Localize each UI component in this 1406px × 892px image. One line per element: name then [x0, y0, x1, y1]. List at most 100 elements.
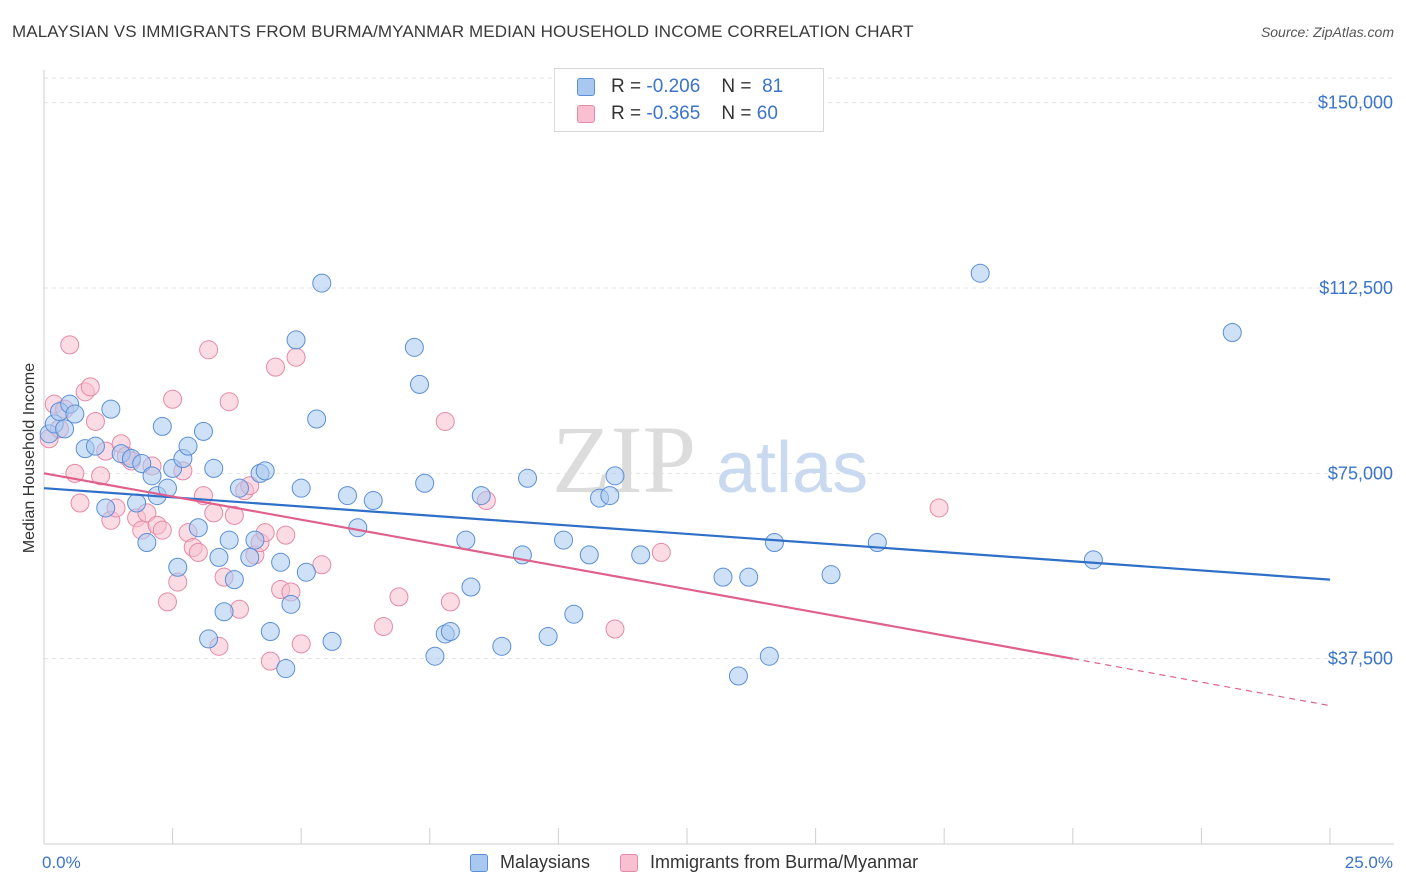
watermark-atlas: atlas [716, 428, 868, 508]
correlation-legend: R = -0.206 N = 81 R = -0.365 N = 60 [554, 68, 824, 132]
legend-swatch-burma [620, 853, 639, 872]
burma-point [929, 498, 949, 518]
malaysians-point [219, 530, 239, 550]
malaysians-point [168, 557, 188, 577]
legend-swatch-burma [577, 105, 595, 123]
malaysians-point [440, 621, 460, 641]
malaysians-point [296, 562, 316, 582]
malaysians-point [471, 486, 491, 506]
burma-point [260, 651, 280, 671]
burma-point [440, 592, 460, 612]
burma-point [163, 389, 183, 409]
legend-r-value: -0.365 [646, 103, 701, 124]
malaysians-point [600, 486, 620, 506]
malaysians-point [579, 545, 599, 565]
malaysians-point [312, 273, 332, 293]
legend-r-label: R = [611, 103, 642, 124]
burma-point [374, 617, 394, 637]
malaysians-point [245, 530, 265, 550]
burma-point [435, 411, 455, 431]
trend-lines [43, 472, 1331, 707]
legend-item-malaysians: Malaysians [470, 852, 590, 873]
burma-point [85, 411, 105, 431]
burma-point [204, 503, 224, 523]
malaysians-point [204, 458, 224, 478]
legend-n-label: N = [721, 76, 752, 97]
burma-point [265, 357, 285, 377]
burma-point [219, 392, 239, 412]
malaysians-point [363, 491, 383, 511]
malaysians-point [271, 552, 291, 572]
burma-point [188, 542, 208, 562]
burma-point [224, 505, 244, 525]
malaysians-point [764, 533, 784, 553]
burma-point [651, 542, 671, 562]
burma-point [605, 619, 625, 639]
y-tick-label: $112,500 [1319, 278, 1393, 298]
malaysians-point [85, 436, 105, 456]
malaysians-point [260, 621, 280, 641]
y-tick-labels: $37,500 $75,000 $112,500 $150,000 [1318, 93, 1393, 669]
malaysians-point [1083, 550, 1103, 570]
malaysians-point [65, 404, 85, 424]
axes [43, 70, 1394, 845]
legend-label-burma: Immigrants from Burma/Myanmar [650, 852, 919, 872]
malaysians-trend-line [43, 487, 1331, 581]
burma-trend-line-extension [1072, 658, 1331, 707]
malaysians-point [193, 421, 213, 441]
malaysians-point [291, 478, 311, 498]
y-tick-label: $37,500 [1328, 649, 1393, 669]
malaysians-point [713, 567, 733, 587]
malaysians-point [456, 530, 476, 550]
burma-point [276, 525, 296, 545]
legend-label-malaysians: Malaysians [500, 852, 591, 872]
series-legend: Malaysians Immigrants from Burma/Myanmar [470, 852, 948, 873]
x-tick-label-max: 25.0% [1345, 853, 1393, 872]
legend-n-value: 81 [762, 76, 784, 97]
malaysians-point [554, 530, 574, 550]
malaysians-point [821, 565, 841, 585]
malaysians-point [137, 533, 157, 553]
burma-trend-line [43, 472, 1073, 660]
malaysians-point [518, 468, 538, 488]
malaysians-point [127, 493, 147, 513]
burma-point [60, 335, 80, 355]
malaysians-point [240, 547, 260, 567]
malaysians-point [1222, 323, 1242, 343]
y-tick-label: $150,000 [1318, 93, 1393, 113]
malaysians-point [188, 518, 208, 538]
legend-n-value: 60 [756, 103, 778, 124]
burma-point [157, 592, 177, 612]
x-tick-marks [43, 828, 1331, 844]
legend-row-malaysians: R = -0.206 N = 81 [577, 74, 783, 100]
legend-n-label: N = [721, 103, 752, 124]
malaysians-point [178, 436, 198, 456]
malaysians-point [276, 659, 296, 679]
legend-r-value: -0.206 [646, 76, 701, 97]
burma-point [291, 634, 311, 654]
malaysians-point [415, 473, 435, 493]
malaysians-point [209, 547, 229, 567]
malaysians-point [631, 545, 651, 565]
malaysians-point [538, 626, 558, 646]
malaysians-point [286, 330, 306, 350]
malaysians-point [199, 629, 219, 649]
burma-point [286, 347, 306, 367]
malaysians-point [152, 416, 172, 436]
burma-point [312, 555, 332, 575]
burma-point [91, 466, 111, 486]
malaysians-point [224, 570, 244, 590]
source-label: Source: ZipAtlas.com [1260, 24, 1394, 40]
malaysians-point [337, 486, 357, 506]
malaysians-point [132, 453, 152, 473]
malaysians-point [281, 594, 301, 614]
malaysians-point [255, 461, 275, 481]
malaysians-point [728, 666, 748, 686]
burma-point [80, 377, 100, 397]
legend-swatch-malaysians [577, 78, 595, 96]
x-tick-label-min: 0.0% [42, 853, 81, 872]
malaysians-point [214, 602, 234, 622]
malaysians-point [970, 263, 990, 283]
malaysians-point [307, 409, 327, 429]
